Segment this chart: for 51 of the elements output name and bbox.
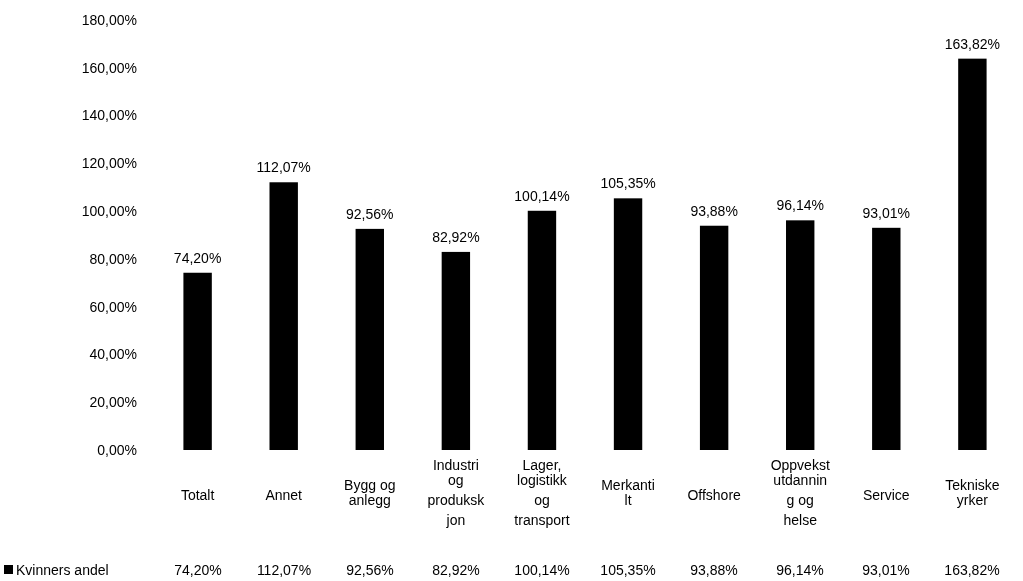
- text: 105,35%: [600, 175, 656, 192]
- data-label: 74,20%: [174, 561, 222, 578]
- x-tick-label: Oppvekst utdannin g og helse: [770, 456, 830, 528]
- y-tick-label: 160,00%: [81, 59, 137, 76]
- x-tick-label: Merkanti lt: [601, 476, 655, 508]
- text: 82,92%: [432, 228, 480, 245]
- data-label: 93,01%: [862, 561, 910, 578]
- bar: [441, 251, 471, 450]
- data-label: 82,92%: [432, 561, 480, 578]
- bar: [269, 182, 298, 450]
- bar: [786, 220, 815, 450]
- bar: [958, 58, 987, 450]
- text: 163,82%: [944, 35, 1001, 52]
- bar: [872, 227, 901, 450]
- y-tick-label: 100,00%: [81, 203, 137, 220]
- y-tick-label: 60,00%: [89, 298, 137, 315]
- y-tick-label: 80,00%: [89, 250, 137, 267]
- x-tick-label: Totalt: [180, 486, 215, 503]
- text: 93,01%: [862, 204, 911, 221]
- data-label: 96,14%: [776, 561, 824, 578]
- y-tick-label: 40,00%: [89, 346, 137, 363]
- data-label: 93,88%: [690, 561, 738, 578]
- x-tick-label: Lager, logistikk og transport: [514, 456, 570, 528]
- bar: [699, 225, 729, 450]
- y-tick-label: 0,00%: [97, 441, 137, 458]
- x-tick-label: Service: [862, 486, 910, 503]
- y-tick-label: 140,00%: [81, 107, 137, 124]
- data-label: 100,14%: [514, 561, 570, 578]
- data-label: 112,07%: [256, 561, 312, 578]
- data-label: 105,35%: [600, 561, 656, 578]
- x-tick-label: Offshore: [687, 486, 742, 503]
- legend-label: Kvinners andel: [16, 561, 109, 578]
- text: 92,56%: [346, 205, 394, 222]
- x-tick-label: Industri og produksk jon: [427, 456, 486, 528]
- data-label: 92,56%: [346, 561, 394, 578]
- x-tick-label: Bygg og anlegg: [344, 476, 396, 508]
- text: 93,88%: [690, 202, 738, 219]
- text: 96,14%: [776, 197, 824, 214]
- y-tick-label: 180,00%: [81, 11, 137, 28]
- text: 74,20%: [173, 249, 222, 266]
- y-tick-label: 20,00%: [89, 394, 137, 411]
- text: 100,14%: [514, 187, 570, 204]
- y-tick-label: 120,00%: [81, 155, 137, 172]
- x-tick-label: Tekniske yrker: [945, 476, 1000, 508]
- bar: [527, 210, 557, 450]
- bar: [355, 228, 384, 450]
- bar: [183, 272, 212, 450]
- text: 112,07%: [256, 159, 311, 176]
- bar: [613, 198, 643, 450]
- x-tick-label: Annet: [265, 486, 303, 503]
- data-label: 163,82%: [944, 561, 1000, 578]
